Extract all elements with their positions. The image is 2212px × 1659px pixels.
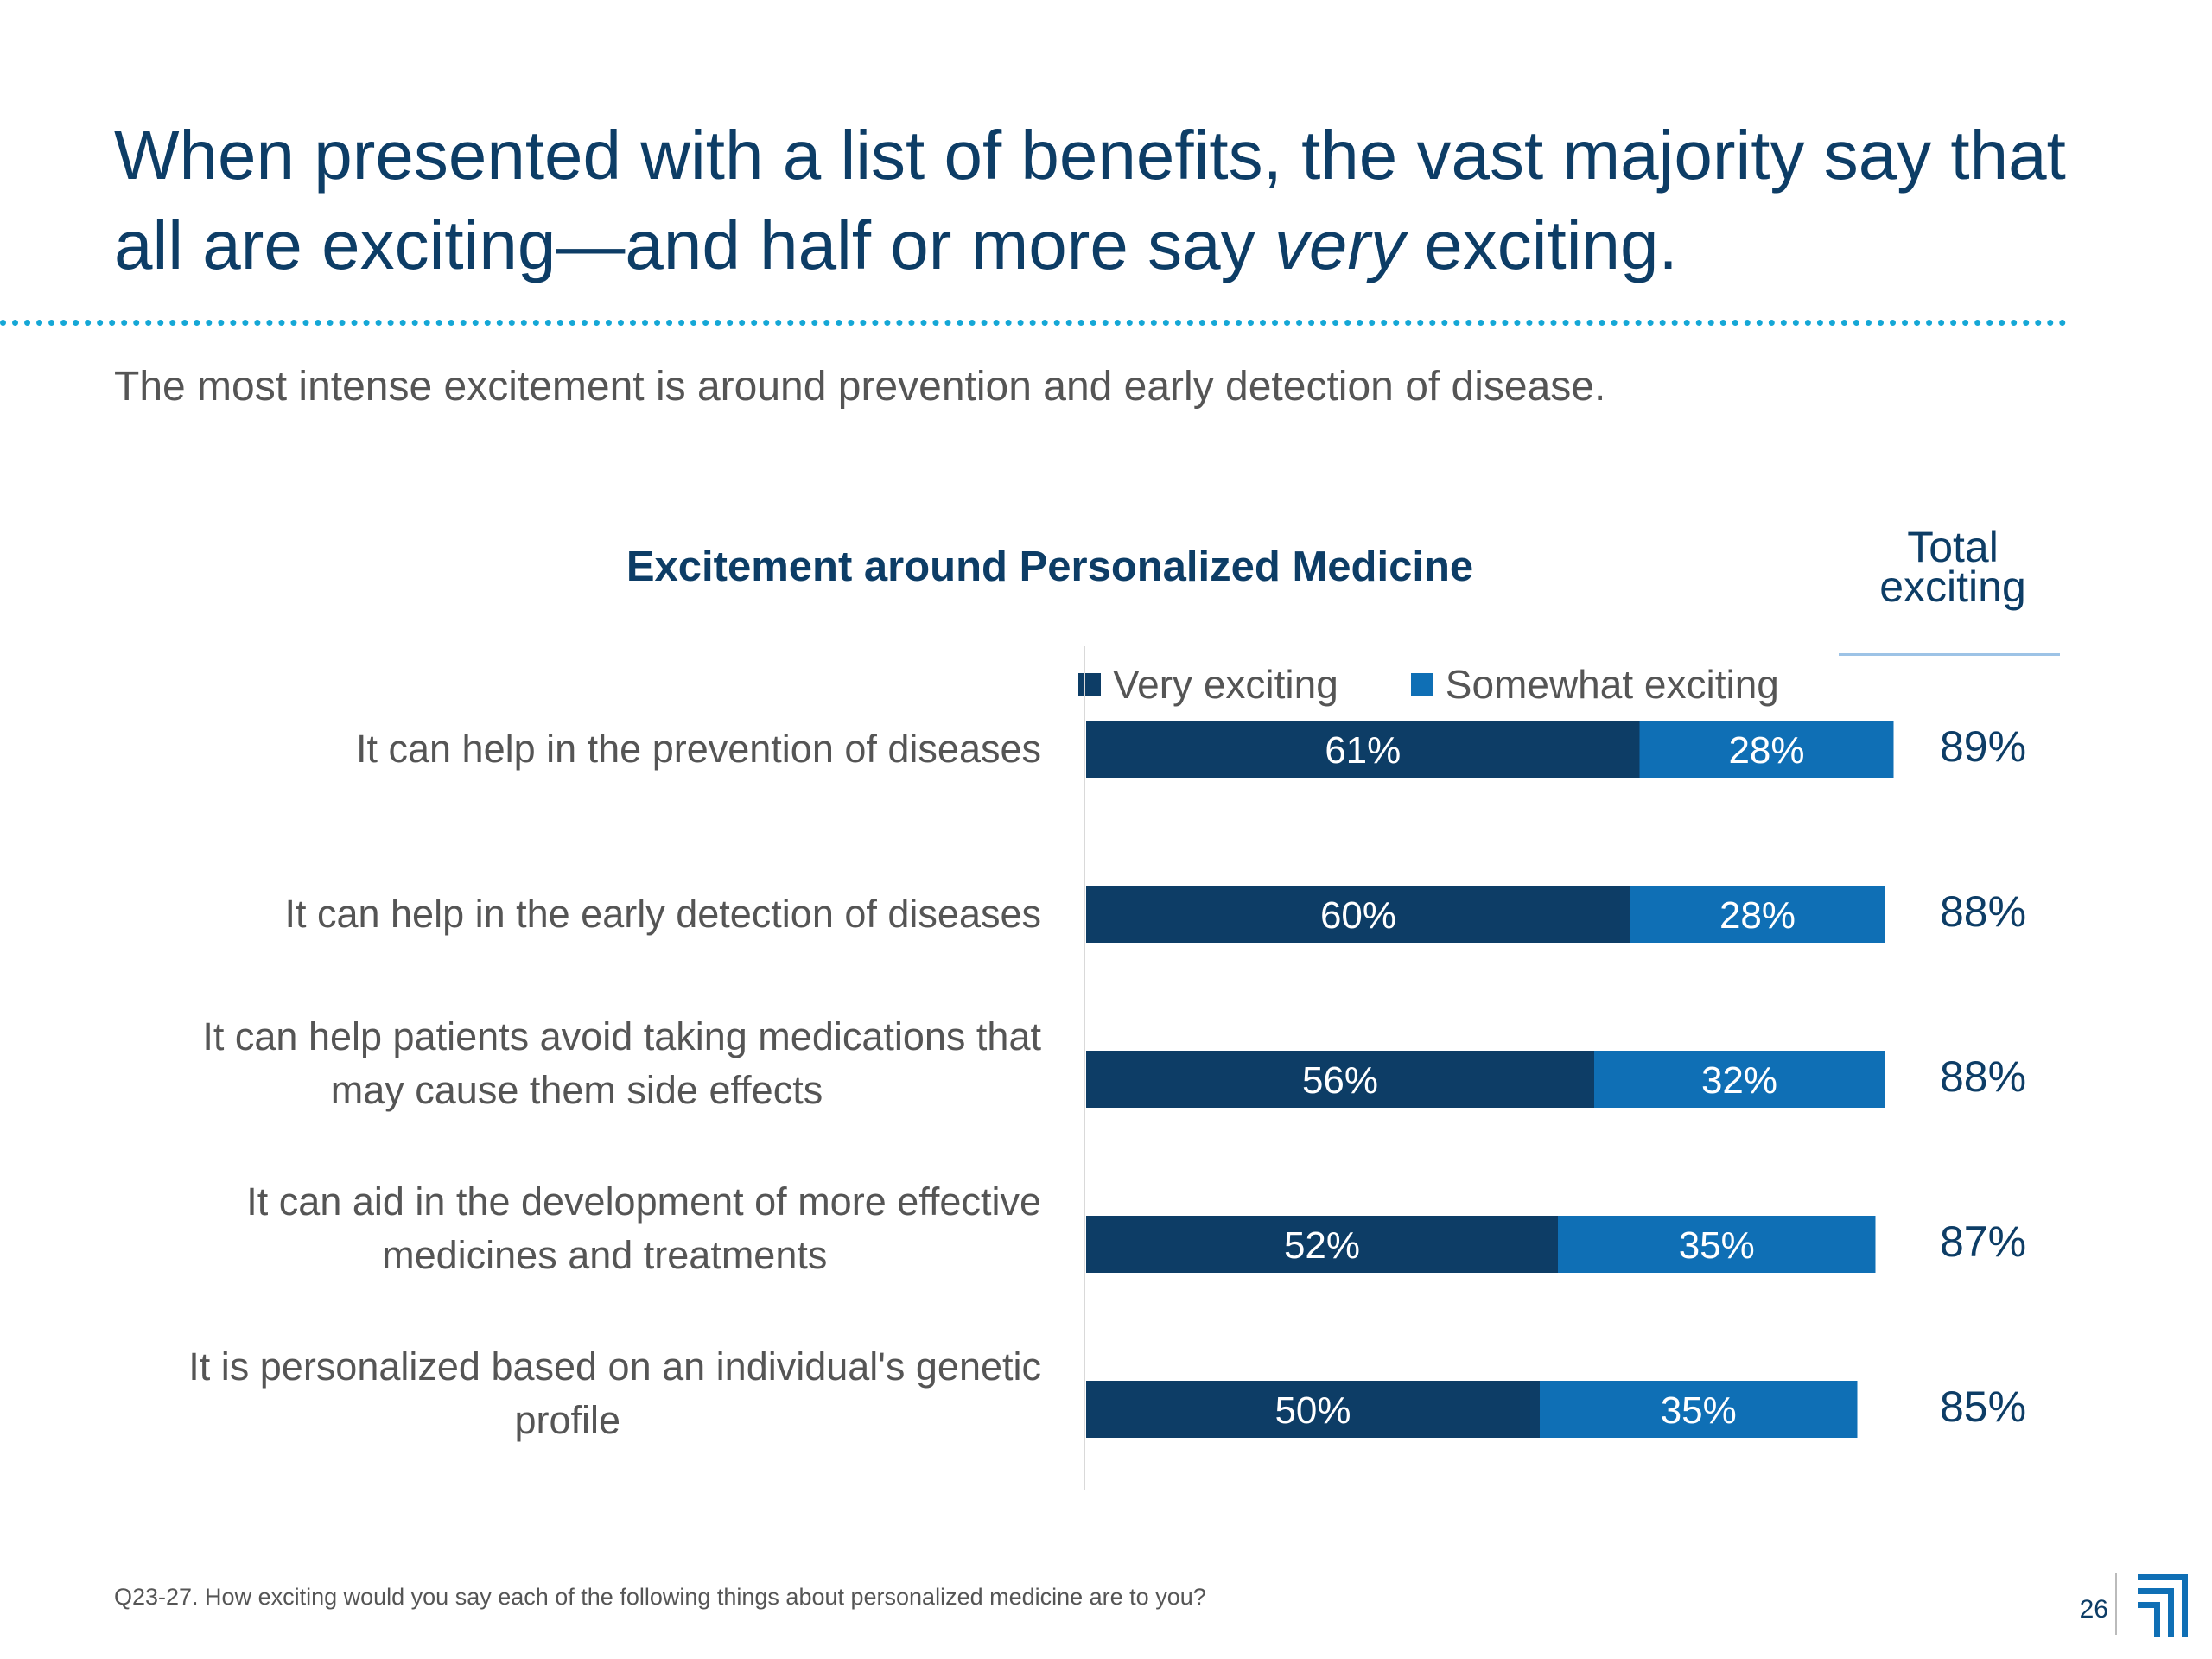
bar-segment [1086, 1051, 1594, 1108]
legend-label-somewhat-exciting: Somewhat exciting [1445, 662, 1779, 707]
bar-value-label: 28% [1719, 894, 1796, 937]
total-header-line-2: exciting [1879, 563, 2026, 611]
bar-value-label: 50% [1274, 1389, 1351, 1432]
headline-line-2-end: exciting. [1405, 207, 1678, 283]
category-label: It can help in the early detection of di… [284, 892, 1041, 936]
bar-segment [1086, 1381, 1540, 1438]
legend-label-very-exciting: Very exciting [1113, 662, 1338, 707]
category-label: It can help in the prevention of disease… [356, 727, 1041, 771]
category-label: It can help patients avoid taking medica… [202, 1014, 1041, 1058]
category-label: may cause them side effects [331, 1068, 823, 1112]
chart-legend: Very exciting Somewhat exciting [1078, 658, 1852, 710]
total-value-label: 88% [1940, 1052, 2026, 1101]
bar-value-label: 35% [1679, 1224, 1755, 1267]
total-value-label: 85% [1940, 1382, 2026, 1431]
category-label: profile [514, 1398, 620, 1442]
bar-value-label: 28% [1728, 729, 1804, 772]
bar-value-label: 52% [1284, 1224, 1360, 1267]
headline-emphasis: very [1274, 207, 1405, 283]
total-exciting-header: Total exciting [1840, 523, 2065, 611]
bar-segment [1639, 721, 1894, 778]
total-value-label: 89% [1940, 722, 2026, 771]
dotted-divider [0, 320, 2067, 326]
slide-headline: When presented with a list of benefits, … [114, 111, 2101, 290]
bar-segment [1086, 886, 1630, 943]
total-value-label: 87% [1940, 1217, 2026, 1266]
bar-segment [1086, 721, 1640, 778]
bar-segment [1558, 1216, 1876, 1273]
headline-line-2: all are exciting—and half or more say ve… [114, 200, 2101, 290]
headline-line-2-start: all are exciting—and half or more say [114, 207, 1274, 283]
page-number: 26 [2079, 1595, 2108, 1624]
bar-value-label: 61% [1325, 729, 1401, 772]
bar-segment [1086, 1216, 1558, 1273]
chart-title: Excitement around Personalized Medicine [626, 543, 1474, 590]
survey-question-footnote: Q23-27. How exciting would you say each … [114, 1584, 1206, 1610]
chart-layer: It can help in the prevention of disease… [188, 646, 2026, 1490]
bar-segment [1540, 1381, 1858, 1438]
bar-segment [1630, 886, 1885, 943]
total-value-label: 88% [1940, 887, 2026, 936]
total-header-line-1: Total [1907, 523, 1999, 571]
bar-value-label: 35% [1661, 1389, 1737, 1432]
headline-line-1: When presented with a list of benefits, … [114, 117, 2066, 194]
slide-subtitle: The most intense excitement is around pr… [114, 364, 1606, 410]
legend-swatch-somewhat-exciting [1410, 673, 1433, 696]
footer-divider [2115, 1573, 2117, 1635]
bar-value-label: 56% [1302, 1059, 1378, 1102]
legend-item-very-exciting: Very exciting [1078, 661, 1338, 708]
category-label: It can aid in the development of more ef… [246, 1179, 1041, 1224]
bar-value-label: 60% [1320, 894, 1396, 937]
bar-value-label: 32% [1701, 1059, 1777, 1102]
category-label: It is personalized based on an individua… [188, 1344, 1041, 1389]
bar-segment [1594, 1051, 1885, 1108]
legend-item-somewhat-exciting: Somewhat exciting [1410, 661, 1779, 708]
total-header-underline [1839, 653, 2060, 656]
category-label: medicines and treatments [382, 1233, 827, 1277]
company-logo-icon [2138, 1574, 2188, 1637]
legend-swatch-very-exciting [1078, 673, 1101, 696]
